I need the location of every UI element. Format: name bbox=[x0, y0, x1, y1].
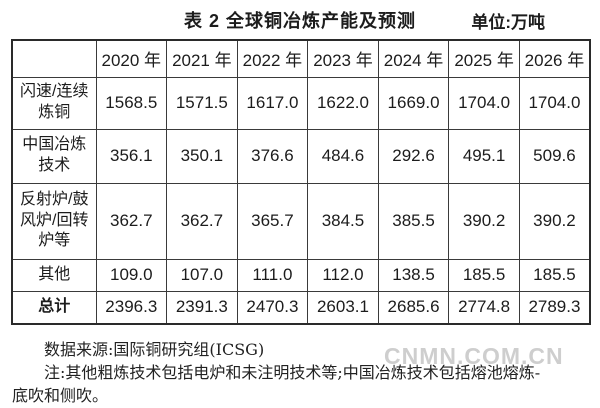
page-title: 表 2 全球铜冶炼产能及预测 bbox=[183, 11, 416, 31]
cell-value: 138.5 bbox=[377, 258, 450, 292]
unit-label: 单位:万吨 bbox=[471, 13, 545, 32]
capacity-table: 2020 年 2021 年 2022 年 2023 年 2024 年 2025 … bbox=[11, 39, 591, 325]
row-label: 中国冶炼技术 bbox=[11, 128, 97, 184]
cell-value: 362.7 bbox=[166, 182, 238, 260]
cell-value: 1704.0 bbox=[518, 76, 591, 130]
cell-value: 2396.3 bbox=[95, 290, 168, 325]
year-header-2020: 2020 年 bbox=[95, 39, 168, 78]
table-row-furnaces: 反射炉/鼓风炉/回转炉等 362.7 362.7 365.7 384.5 385… bbox=[11, 182, 591, 260]
table-row-china-tech: 中国冶炼技术 356.1 350.1 376.6 484.6 292.6 495… bbox=[11, 128, 591, 184]
cell-value: 1669.0 bbox=[377, 76, 450, 130]
cell-value: 292.6 bbox=[377, 128, 450, 184]
year-header-2021: 2021 年 bbox=[166, 39, 238, 78]
cell-value: 1704.0 bbox=[448, 76, 520, 130]
cell-value: 1617.0 bbox=[236, 76, 309, 130]
cell-value: 2603.1 bbox=[307, 290, 379, 325]
cell-value: 2774.8 bbox=[448, 290, 520, 325]
footer-notes: 数据来源:国际铜研究组(ICSG) 注:其他粗炼技术包括电炉和未注明技术等;中国… bbox=[0, 338, 600, 407]
table-row-total: 总计 2396.3 2391.3 2470.3 2603.1 2685.6 27… bbox=[11, 290, 591, 325]
row-label: 闪速/连续炼铜 bbox=[11, 76, 97, 130]
table-row-flash-continuous: 闪速/连续炼铜 1568.5 1571.5 1617.0 1622.0 1669… bbox=[11, 76, 591, 130]
cell-value: 484.6 bbox=[307, 128, 379, 184]
year-header-2025: 2025 年 bbox=[448, 39, 520, 78]
row-label: 反射炉/鼓风炉/回转炉等 bbox=[11, 182, 97, 260]
cell-value: 2685.6 bbox=[377, 290, 450, 325]
cell-value: 1622.0 bbox=[307, 76, 379, 130]
year-header-2026: 2026 年 bbox=[518, 39, 591, 78]
cell-value: 185.5 bbox=[518, 258, 591, 292]
cell-value: 509.6 bbox=[518, 128, 591, 184]
note-line-1: 注:其他粗炼技术包括电炉和未注明技术等;中国冶炼技术包括熔池熔炼- bbox=[44, 363, 541, 382]
cell-value: 385.5 bbox=[377, 182, 450, 260]
data-source-line: 数据来源:国际铜研究组(ICSG) bbox=[44, 340, 265, 359]
cell-value: 376.6 bbox=[236, 128, 309, 184]
cell-value: 356.1 bbox=[95, 128, 168, 184]
table-row-other: 其他 109.0 107.0 111.0 112.0 138.5 185.5 1… bbox=[11, 258, 591, 292]
cell-value: 362.7 bbox=[95, 182, 168, 260]
cell-value: 384.5 bbox=[307, 182, 379, 260]
note-line-2: 底吹和侧吹。 bbox=[12, 386, 109, 405]
cell-value: 2789.3 bbox=[518, 290, 591, 325]
cell-value: 390.2 bbox=[448, 182, 520, 260]
cell-value: 1568.5 bbox=[95, 76, 168, 130]
year-header-2022: 2022 年 bbox=[236, 39, 309, 78]
table-header-row: 2020 年 2021 年 2022 年 2023 年 2024 年 2025 … bbox=[11, 39, 591, 78]
cell-value: 112.0 bbox=[307, 258, 379, 292]
year-header-2024: 2024 年 bbox=[377, 39, 450, 78]
cell-value: 1571.5 bbox=[166, 76, 238, 130]
cell-value: 390.2 bbox=[518, 182, 591, 260]
cell-value: 495.1 bbox=[448, 128, 520, 184]
cell-value: 2391.3 bbox=[166, 290, 238, 325]
cell-value: 109.0 bbox=[95, 258, 168, 292]
cell-value: 107.0 bbox=[166, 258, 238, 292]
cell-value: 111.0 bbox=[236, 258, 309, 292]
title-row: 表 2 全球铜冶炼产能及预测 单位:万吨 bbox=[0, 0, 600, 39]
corner-cell bbox=[11, 39, 97, 78]
row-label-total: 总计 bbox=[11, 290, 97, 325]
cell-value: 365.7 bbox=[236, 182, 309, 260]
cell-value: 185.5 bbox=[448, 258, 520, 292]
year-header-2023: 2023 年 bbox=[307, 39, 379, 78]
row-label: 其他 bbox=[11, 258, 97, 292]
cell-value: 350.1 bbox=[166, 128, 238, 184]
cell-value: 2470.3 bbox=[236, 290, 309, 325]
